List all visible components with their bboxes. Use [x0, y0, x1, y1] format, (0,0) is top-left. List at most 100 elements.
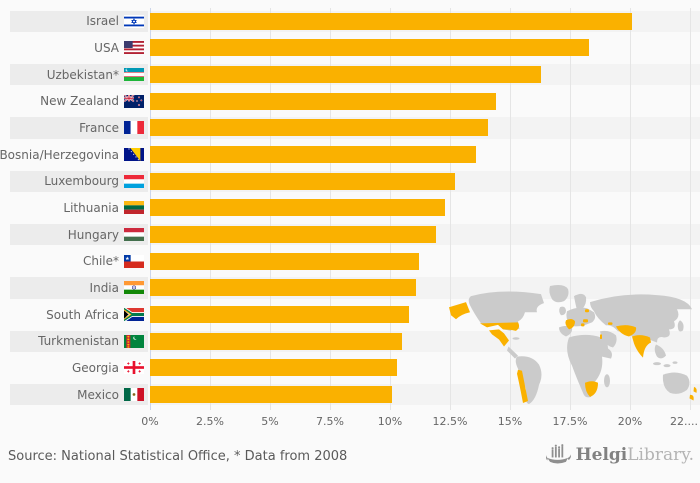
row-label-cell: France [10, 115, 148, 142]
bar-in[interactable] [150, 279, 417, 297]
map-asia [590, 294, 692, 343]
country-label: Israel [86, 14, 119, 29]
map-greenland [549, 285, 569, 303]
bar-cl[interactable] [150, 252, 419, 270]
row-label-cell: South Africa [10, 301, 148, 328]
bar-il[interactable] [150, 12, 633, 30]
bar-us[interactable] [150, 39, 590, 57]
chart-row: Mexico [0, 381, 700, 408]
country-label: France [79, 120, 119, 135]
row-label-cell: India [10, 275, 148, 302]
x-tick-label: 10% [377, 415, 403, 428]
flag-lt-icon [124, 201, 144, 215]
chart-row: South Africa [0, 301, 700, 328]
flag-hu-icon [124, 228, 144, 242]
row-label-cell: Mexico [10, 381, 148, 408]
country-label: Bosnia/Herzegovina [0, 147, 119, 162]
gridline [510, 8, 511, 410]
bar-ba[interactable] [150, 146, 477, 164]
row-stripe [10, 117, 148, 139]
map-highlight-new-zealand-south [689, 394, 694, 401]
gridline [630, 8, 631, 410]
chart-row: Turkmenistan [0, 328, 700, 355]
map-middle-east [600, 330, 617, 348]
row-stripe [10, 10, 148, 33]
flag-il-icon [124, 14, 144, 28]
bar-ge[interactable] [150, 359, 398, 377]
country-label: South Africa [46, 307, 119, 322]
flag-cl-icon [124, 254, 144, 268]
gridline [690, 8, 691, 410]
chart-row: Georgia [0, 355, 700, 382]
map-north-america [468, 291, 544, 331]
bar-za[interactable] [150, 306, 410, 324]
row-label-cell: Uzbekistan* [10, 61, 148, 88]
row-stripe [10, 277, 148, 299]
country-label: New Zealand [40, 94, 119, 109]
bar-lt[interactable] [150, 199, 446, 217]
flag-nz-icon [124, 94, 144, 108]
map-highlight-lithuania [585, 309, 589, 313]
x-tick-label: 15% [497, 415, 523, 428]
chart-row: Lithuania [0, 195, 700, 222]
source-note: Source: National Statistical Office, * D… [8, 449, 348, 464]
row-stripe [10, 170, 148, 193]
country-label: Uzbekistan* [46, 67, 119, 82]
chart-row: Chile* [0, 248, 700, 275]
flag-mx-icon [124, 388, 144, 402]
map-highlight-chile [517, 369, 528, 403]
row-label-cell: Chile* [10, 248, 148, 275]
flag-ba-icon [124, 148, 144, 162]
country-label: India [89, 280, 119, 295]
map-highlight-usa [480, 322, 520, 331]
row-stripe [10, 63, 148, 86]
chart-row: USA [0, 35, 700, 62]
map-highlight-india [632, 335, 651, 358]
map-highlight-new-zealand [693, 386, 697, 393]
bar-tm[interactable] [150, 332, 402, 350]
country-label: Turkmenistan [38, 334, 119, 349]
bar-nz[interactable] [150, 92, 496, 110]
flag-us-icon [124, 41, 144, 55]
map-scandinavia [574, 293, 587, 311]
x-axis: 0% 2.5% 5% 7.5% 10% 12.5% 15% 17.5% 20% 22.... [0, 415, 700, 431]
row-label-cell: Turkmenistan [10, 328, 148, 355]
bar-fr[interactable] [150, 119, 489, 137]
bar-mx[interactable] [150, 386, 393, 404]
x-tick-label: 20% [617, 415, 643, 428]
country-label: Hungary [67, 227, 119, 242]
rows-layer: Israel USA Uzbekistan* New Zealand France Bos… [0, 8, 700, 408]
chart-row: Israel [0, 8, 700, 35]
country-label: Lithuania [63, 200, 119, 215]
country-label: Mexico [77, 387, 119, 402]
row-stripe [10, 330, 148, 353]
row-label-cell: USA [10, 35, 148, 62]
flag-tm-icon [124, 334, 144, 348]
bar-lu[interactable] [150, 172, 455, 190]
map-south-america [515, 356, 542, 404]
chart-row: Uzbekistan* [0, 61, 700, 88]
bar-uz[interactable] [150, 66, 542, 84]
bar-hu[interactable] [150, 226, 436, 244]
logo-text: HelgiLibrary. [576, 444, 694, 466]
row-label-cell: Lithuania [10, 195, 148, 222]
map-highlight-hungary [583, 319, 588, 323]
row-stripe [10, 383, 148, 406]
helgi-library-logo[interactable]: HelgiLibrary. [545, 444, 694, 466]
chart-row: Hungary [0, 221, 700, 248]
world-map-watermark [449, 285, 697, 404]
x-tick-label: 12.5% [432, 415, 468, 428]
row-label-cell: Luxembourg [10, 168, 148, 195]
row-label-cell: Israel [10, 8, 148, 35]
logo-text-helgi: Helgi [575, 445, 628, 465]
map-highlight-france [565, 319, 575, 330]
gridline [450, 8, 451, 410]
chart-row: Bosnia/Herzegovina [0, 141, 700, 168]
map-highlight-israel [600, 334, 602, 339]
x-tick-label: 7.5% [316, 415, 344, 428]
map-highlight-alaska [449, 302, 470, 320]
map-japan [677, 320, 684, 332]
flag-lu-icon [124, 174, 144, 188]
logo-text-library: Library. [627, 445, 694, 465]
